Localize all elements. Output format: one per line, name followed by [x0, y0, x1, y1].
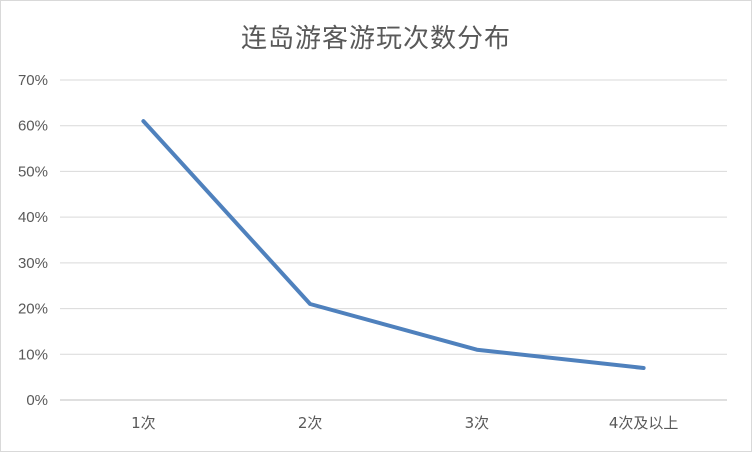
y-tick-label: 70% [18, 72, 48, 89]
x-tick-label: 1次 [131, 414, 156, 432]
x-tick-label: 2次 [298, 414, 323, 432]
y-tick-label: 20% [18, 301, 48, 318]
y-tick-label: 30% [18, 255, 48, 272]
data-point [309, 303, 311, 305]
data-point [643, 367, 645, 369]
series-line [141, 119, 646, 370]
y-tick-label: 60% [18, 118, 48, 135]
x-tick-label: 4次及以上 [609, 414, 679, 432]
y-tick-label: 40% [18, 209, 48, 226]
data-point [142, 120, 144, 122]
y-tick-label: 0% [26, 392, 48, 409]
chart-title: 连岛游客游玩次数分布 [240, 24, 511, 54]
y-tick-label: 50% [18, 163, 48, 180]
y-tick-label: 10% [18, 346, 48, 363]
data-point [476, 349, 478, 351]
x-tick-label: 3次 [465, 414, 490, 432]
